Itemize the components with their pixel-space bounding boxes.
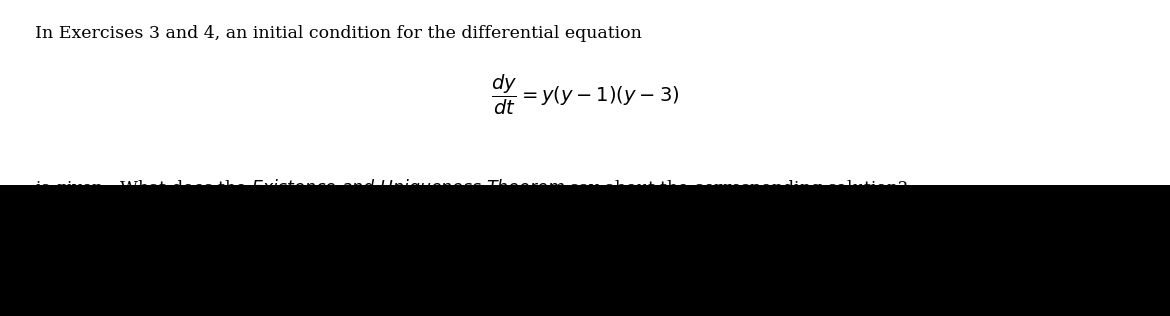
Text: $\mathbf{4.}$: $\mathbf{4.}$ [688,250,708,268]
Bar [0,0,1170,185]
Text: is given.  What does the $\mathit{Existence\ and\ Uniqueness\ Theorem}$ say abou: is given. What does the $\mathit{Existen… [35,177,908,199]
Text: $\dfrac{dy}{dt} = y(y-1)(y-3)$: $\dfrac{dy}{dt} = y(y-1)(y-3)$ [490,73,680,117]
Text: In Exercises 3 and 4, an initial condition for the differential equation: In Exercises 3 and 4, an initial conditi… [35,25,642,42]
Text: $y(0) = -1$: $y(0) = -1$ [731,248,827,270]
Text: $\mathbf{3.}$: $\mathbf{3.}$ [208,250,228,268]
Text: $y(0) = 4$: $y(0) = 4$ [252,248,325,270]
